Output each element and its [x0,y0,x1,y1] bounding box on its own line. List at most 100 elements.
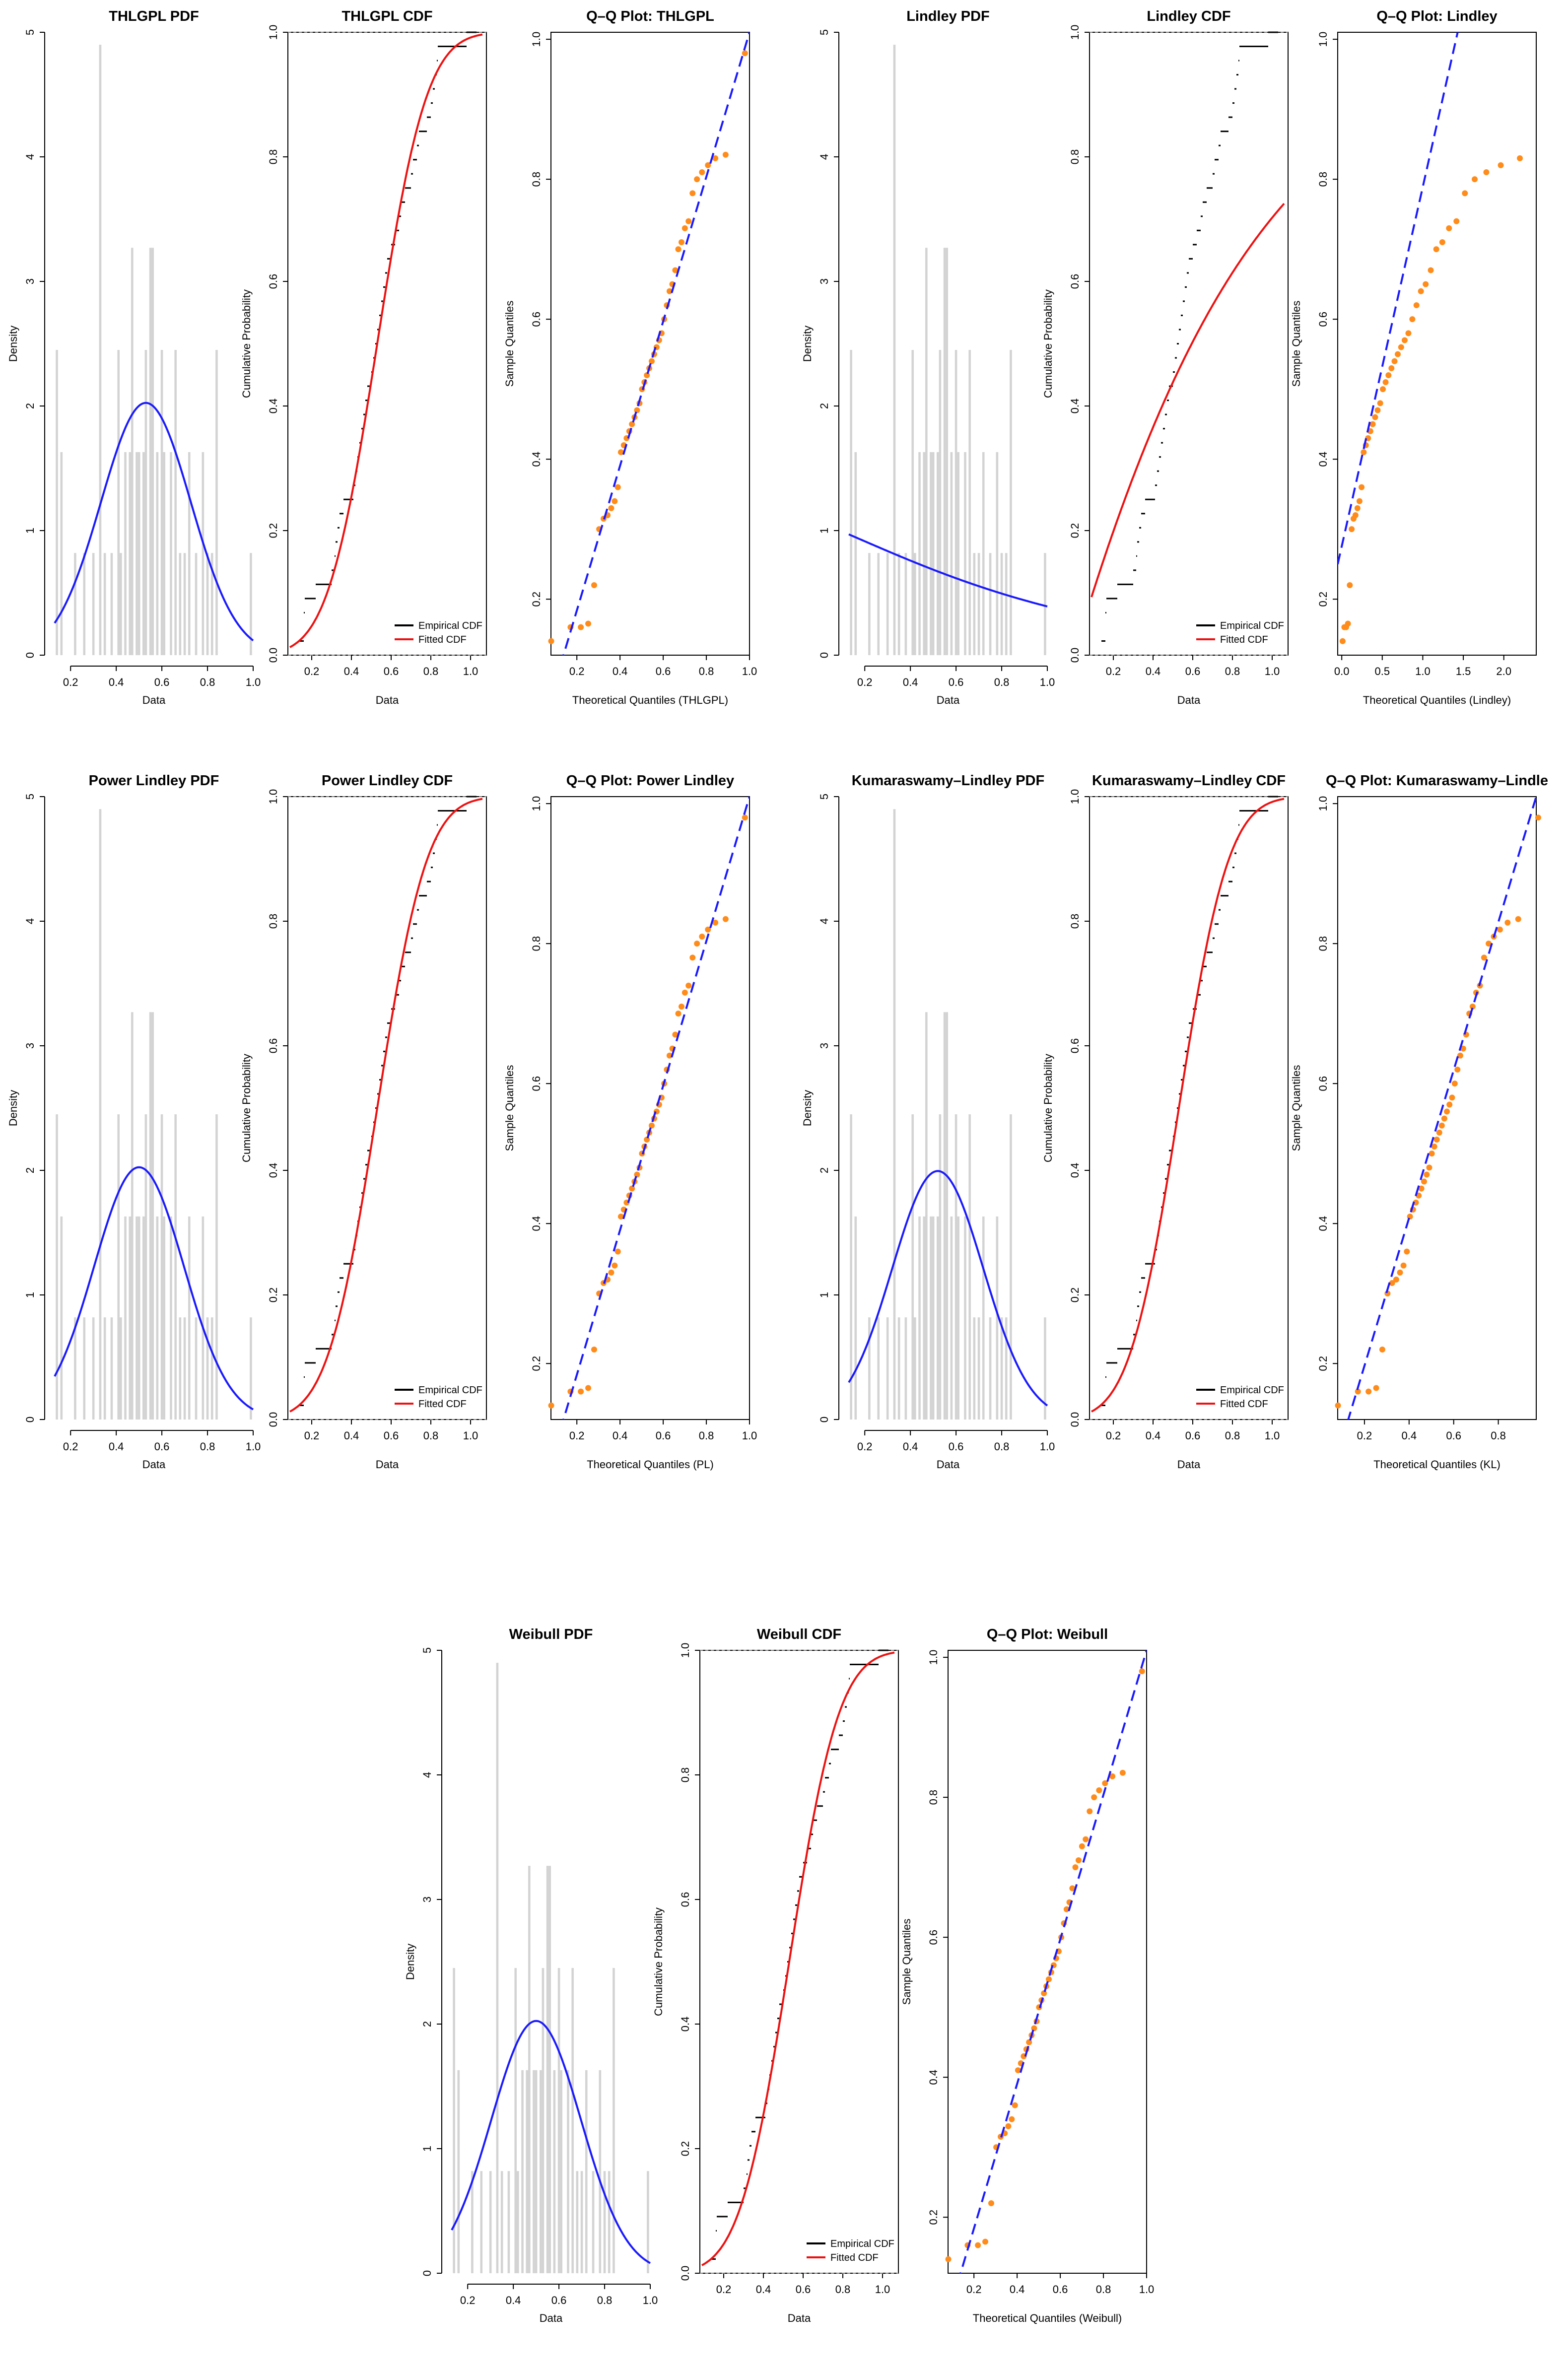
x-tick-label: 1.0 [463,665,478,677]
histogram-bar [937,452,939,655]
y-tick-label: 0.8 [679,1767,691,1783]
histogram-bar [914,553,916,655]
x-tick-label: 0.4 [506,2294,521,2306]
legend-fitted-label: Fitted CDF [1220,1399,1268,1410]
x-tick-label: 0.6 [384,1429,399,1442]
histogram-bar [996,452,999,655]
qq-point [1365,1388,1372,1395]
qq-point [1347,582,1353,588]
qq-point [578,1388,584,1395]
y-tick-label: 1.0 [927,1650,940,1665]
histogram-bar [453,1968,455,2273]
histogram-bar [939,350,942,655]
qq-point [1398,344,1404,350]
histogram-bar [918,1216,921,1420]
qq-point [1453,218,1460,224]
y-tick-label: 0.2 [1069,1287,1081,1303]
histogram-bar [120,1317,122,1420]
qq-point [675,246,682,253]
histogram-bar [179,553,182,655]
histogram-bar [188,452,191,655]
power-lindley-qq-panel: Q–Q Plot: Power Lindley Theoretical Quant… [496,764,757,1509]
qq-point [1361,449,1367,456]
y-tick-label: 1.0 [1069,789,1081,805]
histogram-bar [603,2171,606,2273]
y-tick-label: 0.6 [679,1892,691,1907]
x-tick-label: 0.4 [109,1440,124,1453]
qq-point [608,505,614,511]
histogram-bar [215,1114,218,1420]
x-tick-label: 0.2 [569,1429,585,1442]
histogram-bar [911,1114,914,1420]
plot-frame [1089,32,1289,656]
qq-point [1401,337,1408,343]
y-tick-label: 0.2 [679,2141,691,2157]
chart-title: Kumaraswamy–Lindley CDF [1092,773,1286,789]
thlgpl_pdf-svg: THLGPL PDF Data Density 0.2 0.4 0.6 0.8 1.0 0 1 2 3… [7,8,261,706]
legend-fitted-label: Fitted CDF [418,1399,467,1410]
chart-title: Weibull CDF [757,1626,841,1642]
histogram-bar [930,1216,932,1420]
qq-point [1515,916,1521,922]
qq-point [1483,169,1490,176]
histogram-bar [937,1216,939,1420]
histogram-bar [142,452,145,655]
y-tick-label: 1 [421,2146,433,2152]
histogram-bar [576,2171,579,2273]
x-tick-label: 0.4 [756,2283,771,2296]
qq-point [617,449,624,456]
histogram-bar [592,2171,595,2273]
qq-point [672,267,679,273]
x-tick-label: 0.2 [857,1440,873,1453]
y-axis-label: Cumulative Probability [1042,1054,1054,1162]
histogram-bar [131,248,134,656]
y-tick-label: 4 [421,1772,433,1778]
y-tick-label: 0.4 [1069,399,1081,414]
y-tick-label: 0.6 [1069,1038,1081,1054]
y-tick-label: 3 [818,278,830,284]
histogram-bar [877,1317,880,1420]
histogram-bar [854,452,857,655]
histogram-bar [170,1216,172,1420]
histogram-bar [580,2171,583,2273]
y-tick-label: 3 [24,1043,36,1049]
x-tick-label: 0.8 [423,1429,439,1442]
y-axis-label: Density [801,1090,814,1126]
histogram-bar [932,1216,935,1420]
plot-frame [1337,32,1537,656]
qq-point [1449,1094,1455,1101]
histogram-bar [868,553,871,655]
y-tick-label: 1.0 [267,25,279,40]
histogram-bar [117,1114,120,1420]
fitted-density-curve [54,402,254,642]
y-tick-label: 0.6 [267,274,279,289]
histogram-bar [973,1317,976,1420]
qq-point [591,1346,597,1353]
qq-point [1517,155,1523,161]
qq-point [1373,1385,1379,1391]
qq-point [694,176,700,183]
y-tick-label: 0.4 [267,1163,279,1178]
qq-point [1481,954,1487,961]
qq-point [1395,351,1401,357]
histogram-bar [923,452,926,655]
x-tick-label: 1.0 [742,1429,757,1442]
y-tick-label: 0.8 [530,936,543,951]
y-axis-label: Cumulative Probability [652,1907,665,2016]
chart-title: Q–Q Plot: Power Lindley [566,773,734,789]
y-tick-label: 3 [818,1043,830,1049]
histogram-bar [170,452,172,655]
x-tick-label: 0.6 [949,676,964,688]
x-tick-label: 1.0 [1139,2283,1155,2296]
histogram-bar [989,553,992,655]
qq-point [1436,1129,1442,1136]
y-tick-label: 1.0 [1317,796,1329,812]
y-axis-label: Sample Quantiles [1290,1065,1302,1152]
histogram-bar [557,1968,560,2273]
histogram-bar [585,2070,588,2273]
qq-point [1012,2102,1018,2108]
qq-point [1345,620,1351,627]
qq-point [1102,1780,1108,1786]
thlgpl-qq-panel: Q–Q Plot: THLGPL Theoretical Quantiles (T… [496,0,757,745]
x-tick-label: 1.0 [1265,1429,1280,1442]
